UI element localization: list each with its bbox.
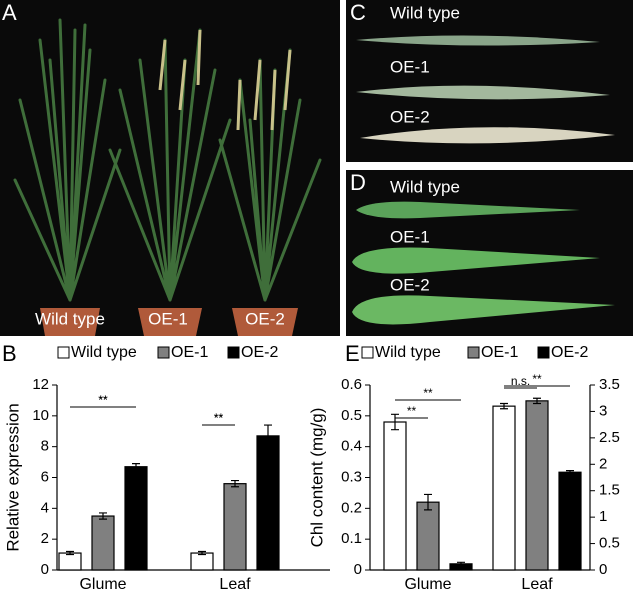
significance-label: **: [532, 372, 542, 386]
y-axis-title: Relative expression: [3, 403, 22, 551]
legend-label: OE-1: [171, 344, 208, 361]
legend-swatch: [537, 346, 550, 359]
bar: [256, 435, 280, 571]
error-bar: [391, 413, 399, 431]
error-bar: [457, 561, 465, 566]
x-tick-label: Leaf: [219, 576, 251, 593]
panel-letter: D: [350, 170, 366, 195]
x-tick-label: Glume: [404, 576, 451, 593]
photo-label: OE-2: [390, 275, 430, 294]
panel-letter: C: [350, 0, 366, 25]
legend-label: OE-2: [551, 344, 588, 361]
bar: [525, 400, 549, 571]
bar: [91, 515, 115, 571]
y2-tick-label: 2.5: [599, 429, 620, 446]
bar: [58, 552, 82, 571]
error-bar: [66, 550, 74, 556]
error-bar: [566, 470, 574, 475]
error-bar: [198, 550, 206, 556]
y-tick-label: 4: [41, 499, 49, 516]
photo-label: Wild type: [35, 309, 105, 328]
bar: [558, 471, 582, 571]
bar: [492, 405, 516, 571]
photo-a: [0, 0, 340, 336]
significance-label: **: [214, 411, 224, 425]
legend-label: Wild type: [71, 344, 137, 361]
y-tick-label: 0.4: [341, 438, 362, 455]
photo-d: [346, 170, 633, 336]
y-tick-label: 0.1: [341, 530, 362, 547]
legend-swatch: [361, 346, 374, 359]
error-bar: [132, 463, 140, 471]
photo-label: OE-2: [390, 107, 430, 126]
y-tick-label: 8: [41, 438, 49, 455]
bar: [416, 501, 440, 571]
error-bar: [99, 512, 107, 520]
significance-label: **: [98, 393, 108, 407]
y-tick-label: 0: [41, 561, 49, 578]
photo-label: OE-1: [148, 309, 188, 328]
legend-swatch: [57, 346, 70, 359]
significance-label: **: [423, 386, 433, 400]
error-bar: [424, 493, 432, 511]
bar: [124, 466, 148, 571]
y-tick-label: 6: [41, 468, 49, 485]
y-tick-label: 0: [354, 561, 362, 578]
legend-label: Wild type: [375, 344, 441, 361]
y-tick-label: 12: [32, 376, 49, 393]
bar: [383, 421, 407, 571]
photo-label: Wild type: [390, 177, 460, 196]
x-tick-label: Leaf: [521, 576, 553, 593]
error-bar: [500, 402, 508, 410]
y2-tick-label: 0.5: [599, 535, 620, 552]
x-tick-label: Glume: [79, 576, 126, 593]
significance-label: **: [214, 411, 224, 425]
panel-letter: B: [2, 341, 17, 366]
y-tick-label: 10: [32, 407, 49, 424]
y-tick-label: 2: [41, 530, 49, 547]
panel-letter: E: [345, 341, 360, 366]
panel-letter: A: [2, 0, 17, 25]
significance-label: **: [98, 393, 108, 407]
error-bar: [231, 479, 239, 488]
y2-tick-label: 0: [599, 561, 607, 578]
bar: [190, 552, 214, 571]
y-axis-title: Chl content (mg/g): [307, 408, 326, 548]
legend-label: OE-2: [241, 344, 278, 361]
significance-label: **: [407, 404, 417, 418]
error-bar: [533, 397, 541, 405]
y2-tick-label: 1: [599, 508, 607, 525]
bar: [223, 483, 247, 571]
legend-swatch: [227, 346, 240, 359]
photo-label: OE-1: [390, 227, 430, 246]
photo-label: OE-1: [390, 57, 430, 76]
y2-tick-label: 1.5: [599, 482, 620, 499]
y-tick-label: 0.3: [341, 468, 362, 485]
photo-label: Wild type: [390, 3, 460, 22]
legend-swatch: [157, 346, 170, 359]
y2-tick-label: 2: [599, 455, 607, 472]
y2-tick-label: 3.5: [599, 376, 620, 393]
legend-label: OE-1: [481, 344, 518, 361]
legend-swatch: [467, 346, 480, 359]
significance-label: n.s.: [511, 374, 530, 388]
y-tick-label: 0.6: [341, 376, 362, 393]
photo-label: OE-2: [245, 309, 285, 328]
y-tick-label: 0.5: [341, 407, 362, 424]
y-tick-label: 0.2: [341, 499, 362, 516]
y2-tick-label: 3: [599, 402, 607, 419]
error-bar: [264, 424, 272, 448]
photo-c: [346, 0, 633, 162]
